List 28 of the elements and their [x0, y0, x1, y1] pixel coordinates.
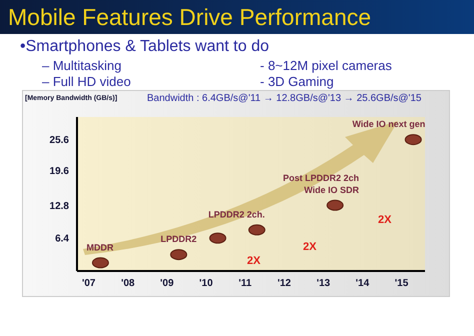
data-label: Wide IO next gen	[352, 119, 426, 130]
y-tick-label: 25.6	[50, 135, 70, 146]
annotation: 2X	[378, 214, 392, 226]
data-label: Post LPDDR2 2ch Wide IO SDR	[283, 172, 360, 195]
text: - 8~12M pixel cameras	[260, 58, 393, 73]
chart-title: Mobile Features Drive Performance	[0, 0, 474, 34]
chart-subtitle: •Smartphones & Tablets want to do	[19, 38, 270, 56]
x-tick-label: '14	[356, 278, 370, 290]
text: – Full HD video	[42, 74, 132, 89]
data-label: LPDDR2	[160, 234, 197, 244]
annotation: 2X	[247, 255, 260, 267]
x-tick-label: '07	[82, 278, 96, 290]
x-tick-label: '09	[160, 278, 174, 290]
data-label: MDDR	[86, 242, 114, 252]
x-tick-label: '15	[394, 278, 409, 290]
x-tick-label: '10	[199, 278, 214, 290]
x-tick-label: '12	[277, 278, 292, 290]
y-tick-label: 12.8	[50, 200, 70, 212]
text: Bandwidth : 6.4GB/s@'11 → 12.8GB/s@'13 → 25.6GB/s@'15	[147, 93, 422, 104]
y-tick-label: 6.4	[55, 234, 70, 245]
data-label: LPDDR2 2ch.	[208, 209, 265, 220]
x-tick-label: '08	[121, 278, 136, 290]
text: - 3D Gaming	[260, 74, 335, 89]
x-tick-label: '11	[238, 278, 252, 290]
annotation: 2X	[303, 241, 316, 253]
y-tick-label: 19.6	[50, 166, 70, 177]
text: – Multitasking	[42, 58, 122, 73]
x-tick-label: '13	[316, 278, 331, 290]
